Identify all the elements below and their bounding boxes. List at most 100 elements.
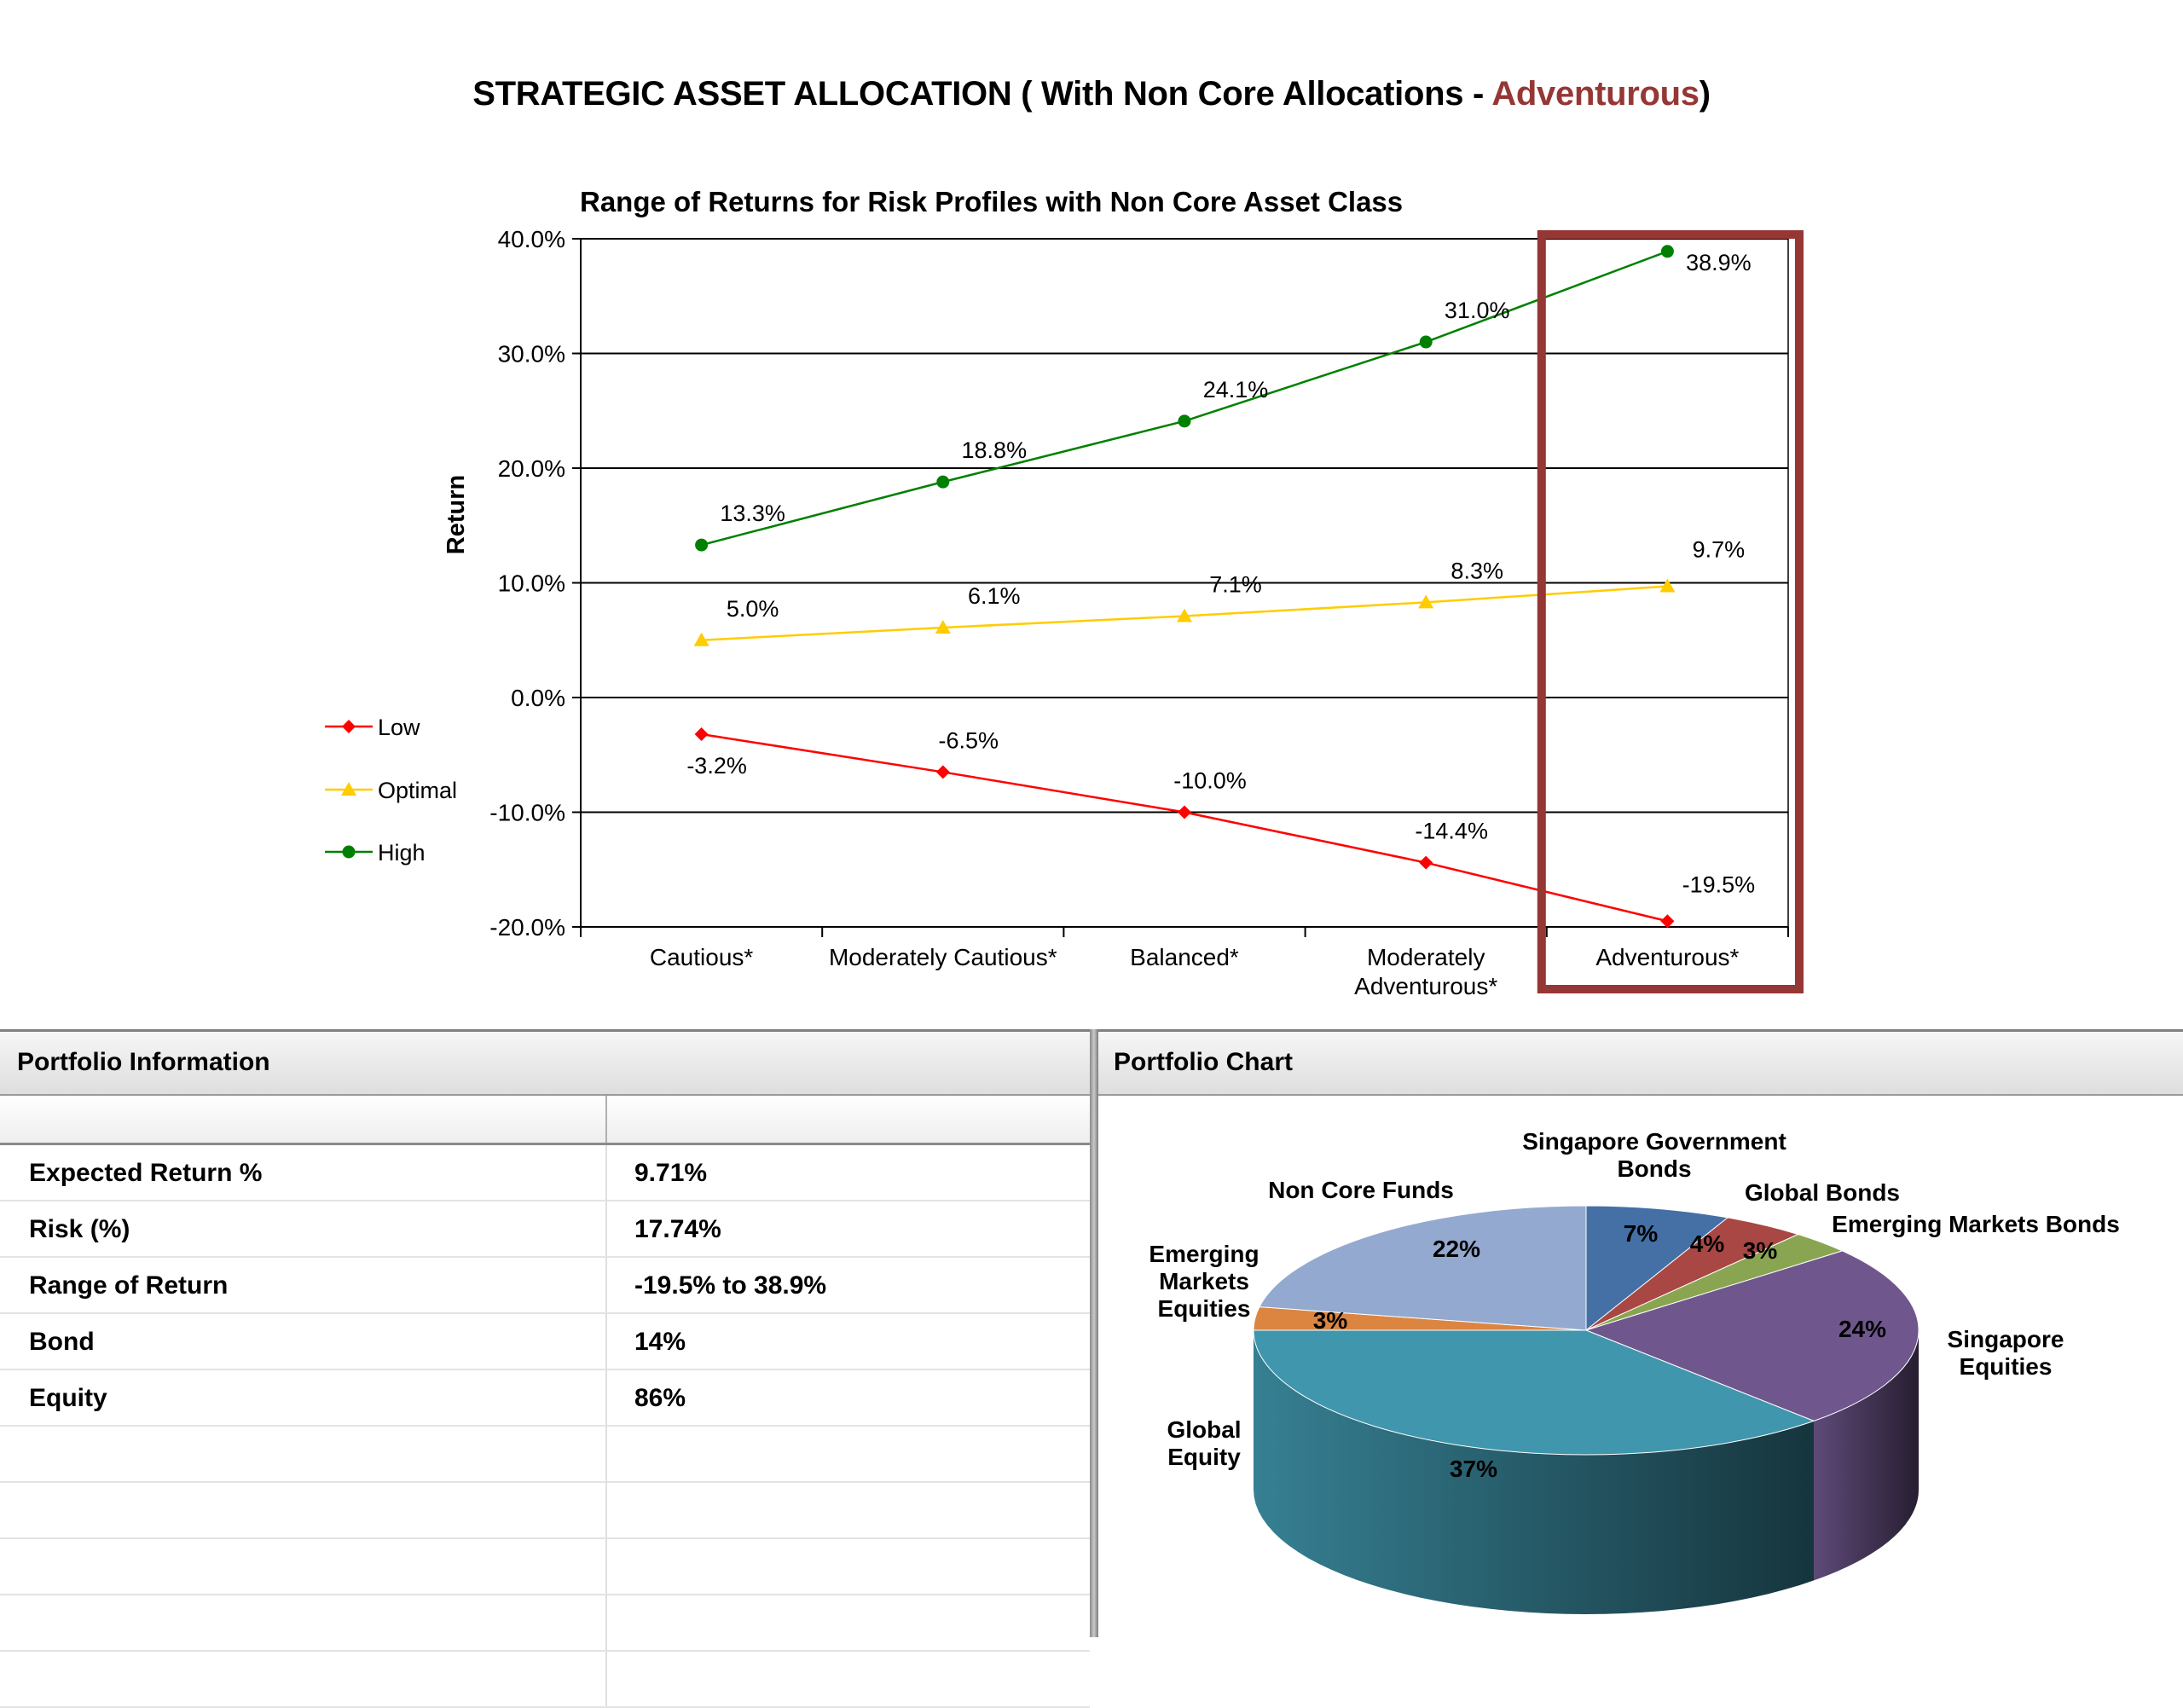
pie-side-walls: [1254, 1330, 1919, 1614]
data-label: 38.9%: [1686, 250, 1752, 275]
data-point: [1178, 805, 1191, 819]
data-point: [694, 727, 709, 742]
data-label: 13.3%: [720, 501, 785, 526]
data-label: -10.0%: [1173, 768, 1247, 794]
slice-name-line: Singapore Government: [1522, 1128, 1786, 1155]
data-point: [695, 538, 709, 552]
column-separator: [605, 1201, 607, 1256]
column-separator: [605, 1258, 607, 1312]
slice-percent-label: 22%: [1433, 1236, 1480, 1262]
table-row: Range of Return -19.5% to 38.9%: [0, 1258, 1090, 1314]
legend-marker: [342, 720, 356, 733]
slice-percent-label: 3%: [1313, 1307, 1348, 1334]
slice-name-label: Non Core Funds: [1268, 1177, 1454, 1203]
y-axis-label: Return: [443, 475, 470, 554]
pie-slice-singapore-equities: [1584, 1250, 1920, 1421]
slice-name-line: Emerging: [1149, 1241, 1259, 1267]
data-point: [693, 632, 709, 646]
column-separator: [605, 1483, 607, 1537]
legend-item-optimal: Optimal: [325, 778, 457, 803]
x-tick-label: Moderately Cautious*: [829, 944, 1057, 970]
portfolio-information-header: Portfolio Information: [0, 1029, 1092, 1096]
slice-name-label: Global Bonds: [1745, 1179, 1900, 1206]
portfolio-pie-chart: 7% 4% 3% 24% 37% 3% 22% Singapore GovernmentBon…: [1149, 1128, 2120, 1614]
row-label: Expected Return %: [29, 1159, 263, 1187]
page-title: STRATEGIC ASSET ALLOCATION ( With Non Co…: [0, 75, 2183, 113]
data-point: [1660, 914, 1675, 929]
table-row: [0, 1595, 1090, 1652]
row-value: -19.5% to 38.9%: [634, 1271, 827, 1300]
portfolio-information-table: Expected Return % 9.71% Risk (%) 17.74% Rang…: [0, 1096, 1090, 1708]
slice-name-line: Emerging Markets Bonds: [1832, 1211, 2120, 1237]
pie-side-singapore-equities: [1814, 1330, 1919, 1581]
row-value: 9.71%: [634, 1159, 708, 1187]
data-label: 31.0%: [1445, 298, 1510, 323]
y-tick-label: 40.0%: [498, 226, 565, 252]
data-label: 24.1%: [1203, 377, 1269, 402]
column-separator: [605, 1595, 607, 1650]
y-tick-label: -10.0%: [489, 800, 565, 826]
legend-marker: [341, 782, 356, 796]
slice-name-line: Global: [1167, 1416, 1241, 1443]
series-high: 13.3% 18.8% 24.1% 31.0% 38.9%: [695, 245, 1752, 552]
slice-name-line: Equity: [1167, 1444, 1241, 1470]
page-title-prefix: STRATEGIC ASSET ALLOCATION ( With Non Co…: [472, 75, 1492, 113]
returns-line-chart: Range of Returns for Risk Profiles with …: [325, 186, 1804, 999]
data-point: [935, 619, 951, 634]
column-separator: [605, 1145, 607, 1200]
table-row: Expected Return % 9.71%: [0, 1145, 1090, 1201]
x-tick-label: Adventurous*: [1595, 944, 1739, 970]
row-label: Range of Return: [29, 1271, 229, 1300]
column-separator: [605, 1539, 607, 1594]
data-point: [1419, 855, 1433, 870]
series-line: [701, 250, 1668, 547]
data-label: -6.5%: [939, 727, 999, 753]
table-body: Expected Return % 9.71% Risk (%) 17.74% Rang…: [0, 1145, 1090, 1708]
pie-slice-non-core-funds: [1259, 1205, 1587, 1331]
data-point: [1178, 414, 1191, 428]
slice-name-line: Equities: [1960, 1353, 2053, 1380]
y-tick-label: 0.0%: [511, 685, 565, 711]
legend-marker: [342, 845, 356, 859]
data-point: [1419, 335, 1433, 349]
data-point: [1660, 245, 1674, 258]
row-value: 14%: [634, 1328, 686, 1356]
slice-name-line: Bonds: [1617, 1155, 1691, 1182]
legend-label: High: [378, 840, 426, 866]
data-label: 5.0%: [727, 596, 779, 622]
data-point: [1418, 594, 1434, 609]
table-row: [0, 1483, 1090, 1539]
table-row: Risk (%) 17.74%: [0, 1201, 1090, 1258]
row-label: Equity: [29, 1384, 107, 1412]
table-row: Equity 86%: [0, 1370, 1090, 1427]
table-row: Bond 14%: [0, 1314, 1090, 1370]
table-row: [0, 1539, 1090, 1595]
page-title-suffix: ): [1699, 75, 1711, 113]
data-label: -3.2%: [686, 753, 747, 779]
slice-percent-label: 37%: [1450, 1456, 1497, 1482]
pie-slice-singapore-government-bonds: [1585, 1205, 1729, 1332]
data-point: [1177, 608, 1192, 622]
data-label: 6.1%: [968, 583, 1021, 609]
pie-top: [1253, 1205, 1920, 1456]
slice-name-line: Singapore: [1948, 1326, 2064, 1352]
table-header-row: [0, 1096, 1090, 1145]
highlight-box: [1537, 230, 1804, 993]
x-tick-label: Adventurous*: [1354, 973, 1497, 999]
slice-percent-label: 3%: [1743, 1237, 1778, 1264]
y-tick-label: 20.0%: [498, 455, 565, 482]
slice-percent-label: 24%: [1838, 1316, 1886, 1342]
portfolio-chart-header: Portfolio Chart: [1097, 1029, 2183, 1096]
data-label: 18.8%: [962, 437, 1028, 463]
panel-divider[interactable]: [1090, 1029, 1098, 1637]
table-row: [0, 1652, 1090, 1708]
row-value: 17.74%: [634, 1215, 721, 1243]
row-label: Risk (%): [29, 1215, 130, 1243]
slice-name-label: Emerging Markets Bonds: [1832, 1211, 2120, 1237]
legend-item-high: High: [325, 840, 426, 866]
series-optimal: 5.0% 6.1% 7.1% 8.3% 9.7%: [693, 537, 1745, 646]
page-title-highlight: Adventurous: [1491, 75, 1699, 113]
pie-slice-global-equity: [1253, 1329, 1815, 1456]
legend-label: Low: [378, 715, 420, 740]
